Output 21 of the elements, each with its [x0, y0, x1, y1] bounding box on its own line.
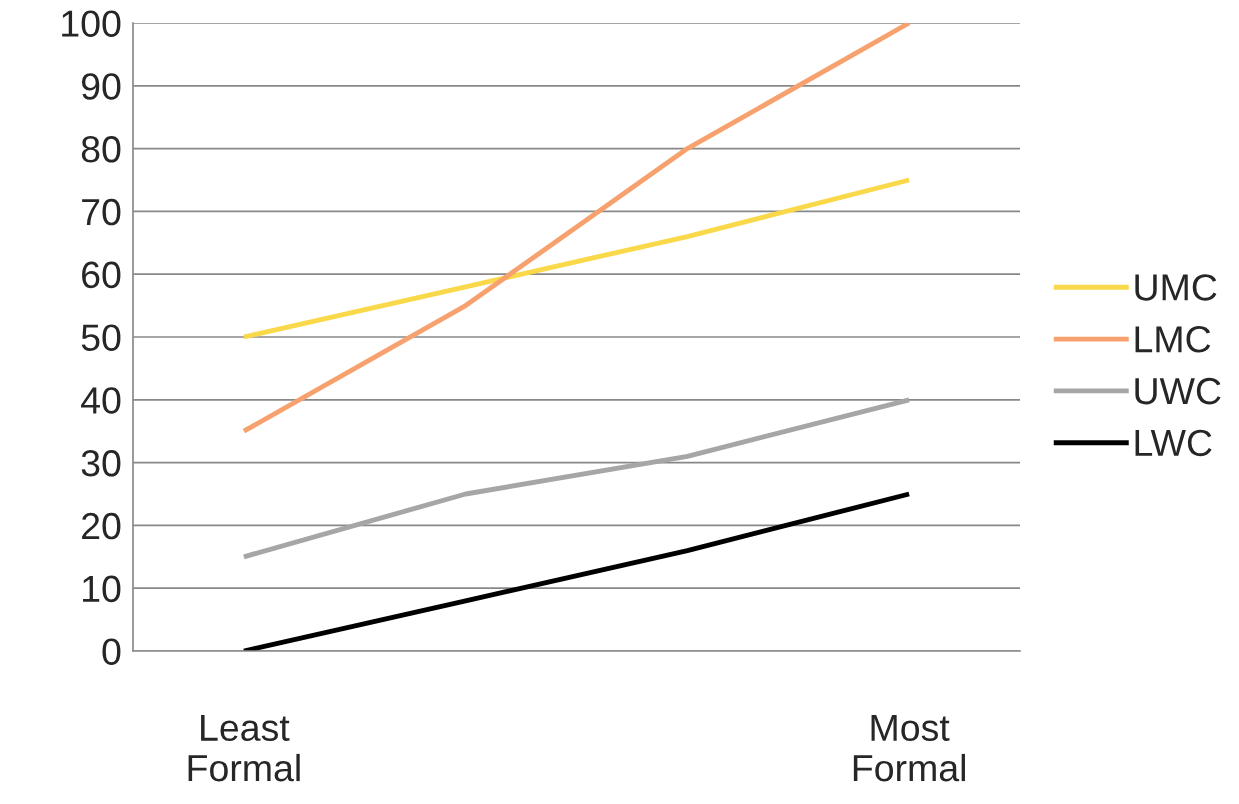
y-tick-label: 30 — [81, 450, 121, 477]
legend-label: UMC — [1135, 274, 1217, 301]
line-series — [241, 23, 912, 434]
y-tick-label: 70 — [82, 198, 121, 226]
x-tick-label: Most Formal — [853, 714, 965, 782]
y-tick-label: 40 — [81, 387, 121, 414]
legend-label: UWC — [1135, 377, 1221, 405]
line-series — [241, 177, 912, 340]
y-tick-label: 100 — [62, 10, 121, 37]
y-tick-label: 60 — [82, 261, 121, 289]
y-tick-label: 50 — [81, 324, 121, 351]
y-tick-label: 20 — [82, 512, 121, 540]
line-series — [241, 397, 912, 560]
line-series — [241, 491, 912, 651]
legend-label: LWC — [1135, 429, 1212, 457]
y-tick-label: 10 — [83, 575, 121, 603]
y-tick-label: 90 — [81, 73, 121, 100]
x-tick-label: Least Formal — [188, 714, 300, 782]
y-tick-label: 80 — [81, 136, 121, 163]
legend-label: LMC — [1135, 326, 1211, 353]
y-tick-label: 0 — [102, 638, 121, 665]
